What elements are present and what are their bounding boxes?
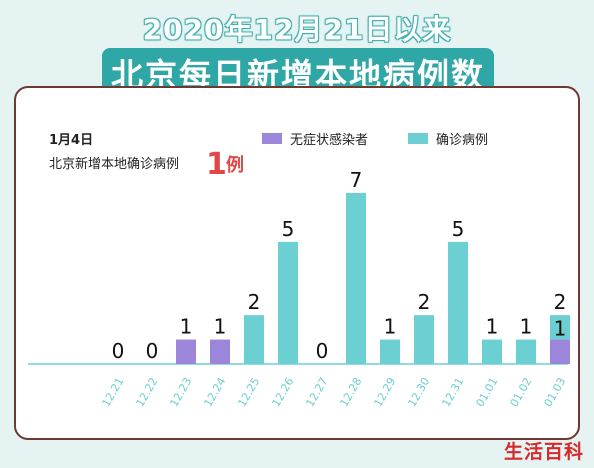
bar-confirmed-12.30 [414,315,434,364]
x-tick-12.30: 12.30 [405,375,432,409]
x-tick-12.21: 12.21 [99,375,126,409]
bar-confirmed-01.01 [482,339,502,364]
data-label-01.03: 2 [554,290,567,314]
x-tick-12.29: 12.29 [371,375,398,409]
bar-confirmed-01.03 [550,315,570,340]
x-tick-12.26: 12.26 [269,375,296,409]
data-label-12.31: 5 [452,217,465,241]
data-label-12.26: 5 [282,217,295,241]
data-label-12.25: 2 [248,290,261,314]
data-label-01.02: 1 [520,315,533,339]
x-tick-12.28: 12.28 [337,375,364,409]
annotation-count: 1 [206,147,227,182]
legend-swatch-confirmed [408,133,428,144]
inner-label-01.03: 1 [554,317,567,341]
title-line-1: 2020年12月21日以来 [142,13,452,46]
legend-label-asymptomatic: 无症状感染者 [290,132,368,148]
x-tick-12.25: 12.25 [235,375,262,409]
x-tick-12.27: 12.27 [303,375,330,409]
data-label-12.27: 0 [316,339,329,363]
x-tick-01.03: 01.03 [541,375,568,409]
annotation-date: 1月4日 [49,133,93,148]
data-label-12.24: 1 [214,315,227,339]
data-label-12.21: 0 [112,339,125,363]
data-label-12.23: 1 [180,315,193,339]
legend-label-confirmed: 确诊病例 [436,133,488,148]
bar-confirmed-12.26 [278,241,298,364]
x-tick-12.23: 12.23 [167,375,194,409]
x-tick-01.01: 01.01 [473,375,500,409]
x-tick-12.24: 12.24 [201,375,228,409]
bar-asymptomatic-01.03 [550,339,570,364]
x-tick-01.04: 01.04 [575,375,578,409]
bar-confirmed-12.25 [244,315,264,364]
watermark-logo: 生活百科 [503,441,584,463]
bar-chart: 1月4日 北京新增本地确诊病例 1 例 无症状感染者 确诊病例 0 01 12507… [28,132,578,409]
data-label-12.28: 7 [350,168,363,192]
data-label-12.29: 1 [384,315,397,339]
x-tick-12.22: 12.22 [133,375,160,409]
legend-swatch-asymptomatic [262,133,282,144]
bar-asymptomatic-12.24 [210,339,230,364]
bar-confirmed-01.02 [516,339,536,364]
data-label-12.30: 2 [418,290,431,314]
x-tick-12.31: 12.31 [439,375,466,409]
bar-confirmed-12.29 [380,339,400,364]
data-label-12.22: 0 [146,339,159,363]
data-label-01.01: 1 [486,315,499,339]
annotation-unit: 例 [226,154,244,176]
bar-asymptomatic-12.23 [176,339,196,364]
bar-confirmed-12.28 [346,193,366,364]
x-tick-01.02: 01.02 [507,375,534,409]
annotation-text: 北京新增本地确诊病例 [49,156,179,172]
bar-confirmed-12.31 [448,241,468,364]
